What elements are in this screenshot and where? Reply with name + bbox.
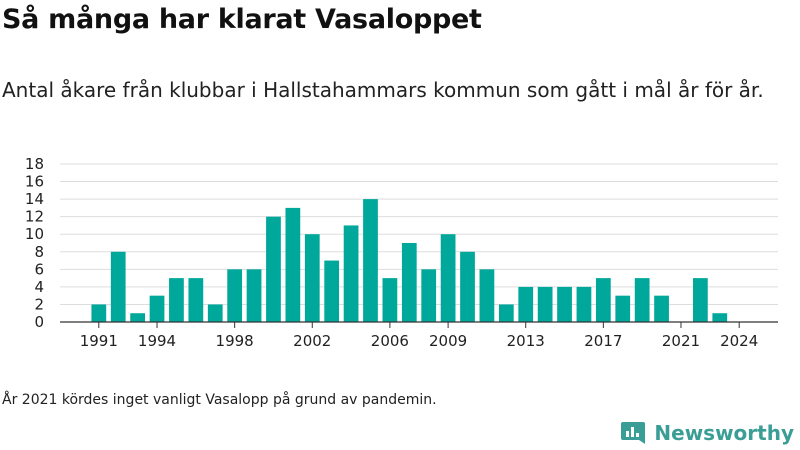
brand-logo: Newsworthy xyxy=(620,420,794,446)
bar xyxy=(440,234,456,322)
y-tick-label: 6 xyxy=(34,260,44,278)
bar xyxy=(712,313,728,322)
bar-chart-icon xyxy=(621,422,646,444)
grid-lines xyxy=(60,163,778,305)
bar xyxy=(169,278,184,322)
y-tick-label: 4 xyxy=(34,278,44,296)
bar xyxy=(149,295,165,322)
bar xyxy=(285,207,301,322)
chart-title: Så många har klarat Vasaloppet xyxy=(2,4,482,35)
bar xyxy=(576,286,592,322)
x-tick-label: 2009 xyxy=(429,332,467,348)
bar xyxy=(246,269,262,322)
bar xyxy=(207,304,223,322)
bar xyxy=(227,269,243,322)
bar xyxy=(363,199,378,322)
bar xyxy=(615,295,631,322)
bar xyxy=(460,251,475,322)
chart-subtitle: Antal åkare från klubbar i Hallstahammar… xyxy=(2,78,764,102)
x-tick-label: 1998 xyxy=(216,332,254,348)
bar xyxy=(266,216,281,322)
x-tick-label: 1994 xyxy=(138,332,176,348)
x-tick-label: 2024 xyxy=(720,332,758,348)
x-tick-label: 2017 xyxy=(584,332,622,348)
bar xyxy=(654,295,669,322)
y-tick-label: 12 xyxy=(25,208,44,226)
x-tick-label: 2002 xyxy=(293,332,331,348)
y-tick-label: 14 xyxy=(25,190,44,208)
bars xyxy=(91,199,728,322)
bar xyxy=(382,278,398,322)
bar xyxy=(693,278,708,322)
bar xyxy=(518,286,534,322)
brand-name: Newsworthy xyxy=(654,421,794,445)
x-tick-label: 2013 xyxy=(507,332,545,348)
y-tick-label: 10 xyxy=(25,225,44,243)
bar xyxy=(421,269,437,322)
bar xyxy=(498,304,514,322)
bar xyxy=(343,225,359,322)
bar xyxy=(557,286,572,322)
bar xyxy=(130,313,145,322)
bar xyxy=(110,251,126,322)
x-tick-label: 1991 xyxy=(80,332,118,348)
y-tick-label: 8 xyxy=(34,243,44,261)
bar xyxy=(188,278,204,322)
bar xyxy=(324,260,340,322)
bar xyxy=(537,286,553,322)
y-tick-label: 16 xyxy=(25,173,44,191)
y-tick-label: 2 xyxy=(34,295,44,313)
bar xyxy=(634,278,650,322)
bar xyxy=(401,243,417,322)
x-axis-ticks: 1991 1994 1998 2002 2006 2009 2013 2017 2021 2024 xyxy=(80,322,758,348)
bar xyxy=(91,304,107,322)
footnote: År 2021 kördes inget vanligt Vasalopp på… xyxy=(2,392,437,408)
x-tick-label: 2006 xyxy=(371,332,409,348)
bar xyxy=(595,278,611,322)
y-tick-label: 18 xyxy=(25,155,44,173)
x-tick-label: 2021 xyxy=(662,332,700,348)
bar xyxy=(479,269,495,322)
bar xyxy=(304,234,320,322)
y-tick-label: 0 xyxy=(34,313,44,331)
